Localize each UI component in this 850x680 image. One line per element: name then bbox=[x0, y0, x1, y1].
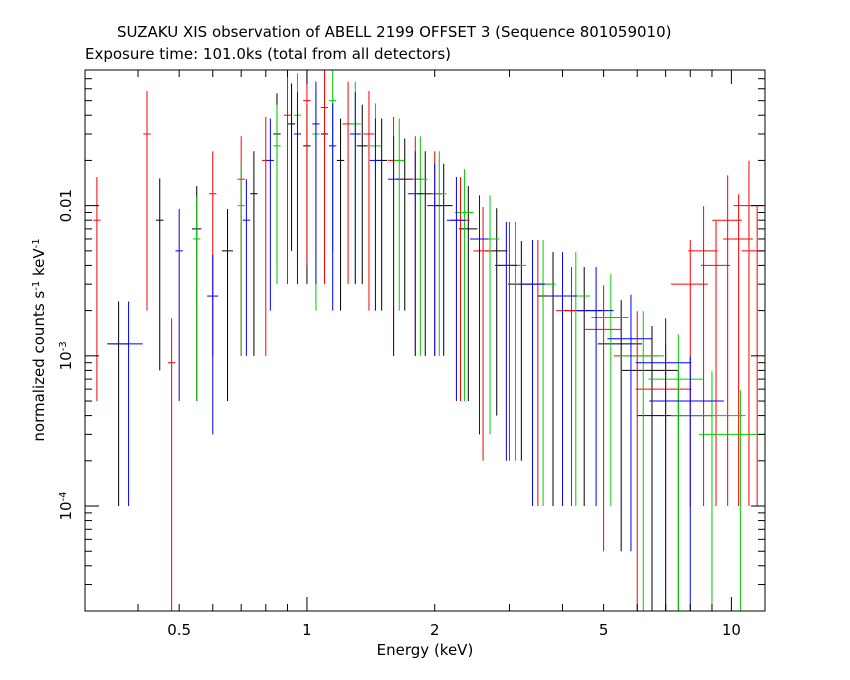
data-point bbox=[670, 371, 746, 611]
data-point bbox=[591, 274, 629, 507]
data-point bbox=[648, 334, 705, 611]
data-point bbox=[607, 294, 652, 552]
data-point bbox=[498, 221, 521, 461]
data-point bbox=[342, 81, 354, 285]
data-point bbox=[369, 118, 381, 311]
data-point bbox=[454, 169, 474, 402]
data-point bbox=[207, 254, 219, 435]
axes: 0.5 1 2 5 10 10-4 10-3 0.01 bbox=[57, 69, 765, 639]
data-point bbox=[193, 196, 201, 402]
data-point bbox=[283, 72, 292, 285]
data-point bbox=[287, 83, 296, 251]
data-point bbox=[529, 240, 556, 507]
data-point bbox=[597, 300, 643, 552]
y-tick-label: 10-3 bbox=[57, 341, 75, 370]
y-tick-label: 10-4 bbox=[57, 491, 75, 520]
data-point bbox=[407, 151, 423, 356]
x-tick-label: 5 bbox=[599, 621, 609, 639]
data-point bbox=[434, 163, 453, 356]
data-point bbox=[167, 318, 176, 611]
data-point bbox=[635, 344, 692, 611]
data-point bbox=[504, 221, 527, 461]
data-point bbox=[293, 92, 302, 285]
data-point bbox=[635, 318, 692, 611]
data-point bbox=[356, 104, 368, 285]
data-point bbox=[560, 252, 591, 507]
svg-text:10-3: 10-3 bbox=[57, 341, 75, 370]
data-point bbox=[113, 301, 143, 507]
svg-text:normalized counts s-1 keV-1: normalized counts s-1 keV-1 bbox=[30, 238, 48, 441]
data-point bbox=[312, 81, 320, 285]
data-point bbox=[699, 390, 765, 611]
data-point bbox=[143, 90, 151, 311]
data-point bbox=[494, 221, 518, 461]
data-point bbox=[107, 301, 130, 507]
data-point bbox=[303, 70, 311, 266]
y-axis-label: normalized counts s-1 keV-1 bbox=[30, 238, 48, 441]
data-point bbox=[221, 208, 233, 402]
data-point bbox=[427, 163, 442, 356]
data-point bbox=[237, 163, 245, 356]
data-point bbox=[273, 104, 281, 285]
data-point bbox=[363, 90, 375, 311]
data-point bbox=[470, 195, 489, 435]
plot-frame bbox=[84, 69, 766, 612]
x-axis-label: Energy (keV) bbox=[377, 641, 474, 659]
data-point bbox=[266, 118, 275, 311]
data-point bbox=[93, 177, 101, 402]
data-point bbox=[688, 206, 718, 507]
data-point bbox=[387, 136, 400, 356]
data-points bbox=[93, 70, 765, 611]
data-point bbox=[507, 241, 534, 461]
data-point bbox=[262, 116, 270, 356]
data-point bbox=[576, 267, 614, 507]
x-tick-label: 2 bbox=[430, 621, 440, 639]
x-tick-label: 0.5 bbox=[167, 621, 191, 639]
data-point bbox=[712, 175, 742, 507]
data-point bbox=[431, 151, 447, 356]
svg-text:0.01: 0.01 bbox=[57, 189, 75, 222]
data-point bbox=[622, 325, 678, 611]
data-point bbox=[393, 118, 405, 311]
x-tick-label: 1 bbox=[302, 621, 312, 639]
data-point bbox=[649, 356, 724, 611]
data-point bbox=[376, 118, 388, 311]
chart-subtitle: Exposure time: 101.0ks (total from all d… bbox=[85, 45, 452, 63]
chart-title: SUZAKU XIS observation of ABELL 2199 OFF… bbox=[117, 23, 672, 41]
data-point bbox=[336, 118, 345, 311]
data-point bbox=[242, 179, 251, 356]
data-point bbox=[473, 206, 493, 461]
data-point bbox=[320, 70, 329, 285]
data-point bbox=[446, 177, 466, 402]
data-point bbox=[584, 285, 622, 552]
y-tick-label: 0.01 bbox=[57, 189, 75, 222]
data-point bbox=[547, 252, 577, 507]
data-point bbox=[524, 240, 551, 507]
data-point bbox=[349, 92, 361, 285]
data-point bbox=[670, 240, 708, 507]
data-point bbox=[519, 240, 545, 507]
data-point bbox=[156, 178, 164, 371]
data-point bbox=[723, 194, 753, 507]
data-point bbox=[458, 186, 478, 402]
data-point bbox=[637, 371, 712, 611]
data-point bbox=[451, 177, 470, 402]
x-tick-label: 10 bbox=[722, 621, 741, 639]
data-point bbox=[250, 151, 258, 356]
svg-text:10-4: 10-4 bbox=[57, 491, 75, 520]
data-point bbox=[619, 311, 665, 611]
data-point bbox=[700, 221, 731, 507]
data-point bbox=[328, 103, 337, 311]
data-point bbox=[175, 208, 183, 402]
data-point bbox=[556, 267, 586, 507]
